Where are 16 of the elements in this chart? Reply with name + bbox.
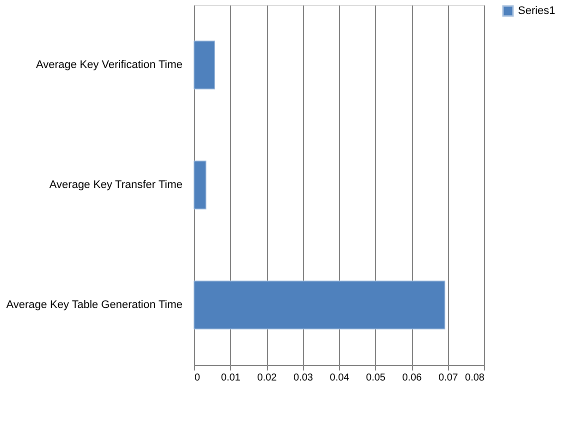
- y-tick-label: Average Key Transfer Time: [49, 179, 182, 191]
- x-tick-label: 0.03: [294, 372, 314, 384]
- x-tick-label: 0.08: [465, 372, 485, 384]
- x-tick-label: 0.02: [257, 372, 278, 384]
- legend-label: Series1: [518, 5, 556, 17]
- y-tick-label: Average Key Table Generation Time: [6, 299, 182, 311]
- x-tick-label: 0.04: [330, 372, 350, 384]
- bar: [194, 160, 206, 210]
- x-tick-label: 0: [194, 372, 200, 384]
- bar: [194, 280, 446, 330]
- y-tick-label: Average Key Verification Time: [36, 59, 182, 71]
- x-tick-label: 0.05: [366, 372, 386, 384]
- x-tick-label: 0.01: [221, 372, 241, 384]
- bar: [194, 40, 216, 90]
- x-tick-label: 0.06: [402, 372, 422, 384]
- x-tick-label: 0.07: [438, 372, 458, 384]
